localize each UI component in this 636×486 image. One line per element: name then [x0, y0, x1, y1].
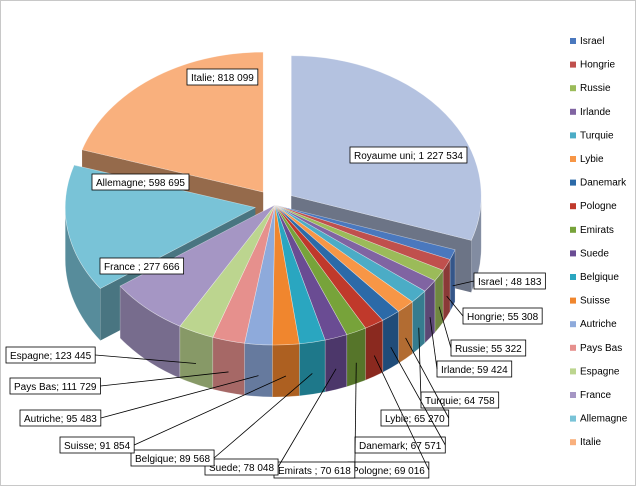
leader-line-irlande	[429, 317, 438, 370]
pie-slice-france	[119, 204, 276, 327]
pie-side-lybie	[398, 301, 413, 364]
data-label-danemark: Danemark; 67 571	[359, 441, 442, 452]
pie-side-suisse	[272, 343, 300, 398]
leader-line-suede	[277, 368, 337, 468]
legend-swatch-danemark	[570, 179, 576, 186]
leader-line-emirats	[354, 362, 357, 471]
legend-swatch-suisse	[570, 297, 576, 304]
data-label-suede: Suede; 78 048	[209, 463, 274, 474]
leader-line-espagne	[95, 354, 197, 364]
legend-label-russie: Russie	[580, 83, 611, 94]
leader-line-lybie	[405, 337, 450, 419]
leader-line-suisse	[134, 375, 287, 446]
data-label-box-royaume-uni	[349, 146, 468, 164]
data-label-belgique: Belgique; 89 568	[135, 454, 211, 465]
data-label-autriche: Autriche; 95 483	[24, 414, 97, 425]
legend-label-allemagne: Allemagne	[580, 414, 628, 425]
legend-swatch-russie	[570, 85, 576, 92]
data-labels: Royaume uni; 1 227 534 Israel ; 48 183 Hon…	[5, 68, 546, 479]
data-label-pologne: Pologne; 69 016	[352, 466, 425, 477]
legend-label-belgique: Belgique	[580, 272, 619, 283]
data-label-box-italie	[186, 68, 259, 86]
legend-swatch-espagne	[570, 368, 576, 375]
legend-label-turquie: Turquie	[580, 130, 614, 141]
leader-line-russie	[438, 306, 452, 349]
legend-label-pays-bas: Pays Bas	[580, 343, 622, 354]
leader-line-belgique	[213, 373, 313, 459]
data-label-espagne: Espagne; 123 445	[10, 351, 92, 362]
legend-label-irlande: Irlande	[580, 107, 611, 118]
legend-swatch-emirats	[570, 226, 576, 233]
legend-label-danemark: Danemark	[580, 178, 627, 189]
legend-swatch-lybie	[570, 156, 576, 162]
legend-swatch-belgique	[570, 274, 576, 280]
legend: Israel Hongrie Russie Irlande Turquie Lybie Da…	[570, 36, 628, 448]
data-label-box-france	[99, 257, 185, 275]
legend-label-autriche: Autriche	[580, 319, 617, 330]
legend-label-israel: Israel	[580, 36, 604, 47]
legend-label-france: France	[580, 390, 612, 401]
legend-swatch-pays-bas	[570, 344, 576, 351]
pie-tops	[64, 51, 482, 346]
pie-side-suede	[324, 334, 348, 393]
data-label-hongrie: Hongrie; 55 308	[467, 312, 539, 323]
legend-label-lybie: Lybie	[580, 154, 604, 165]
leader-line-autriche	[100, 375, 259, 419]
data-label-allemagne: Allemagne; 598 695	[96, 178, 185, 189]
data-label-france: France ; 277 666	[104, 262, 180, 273]
data-label-italie: Italie; 818 099	[191, 73, 254, 84]
legend-swatch-turquie	[570, 132, 576, 139]
legend-label-espagne: Espagne	[580, 366, 620, 377]
data-label-lybie: Lybie; 65 270	[385, 414, 445, 425]
pie-side-pologne	[365, 319, 384, 381]
pie-side-autriche	[244, 342, 273, 398]
legend-label-hongrie: Hongrie	[580, 60, 615, 71]
leader-line-hongrie	[446, 295, 464, 317]
data-label-box-allemagne	[91, 173, 190, 191]
legend-swatch-italie	[570, 439, 576, 446]
legend-label-emirats: Emirats	[580, 225, 614, 236]
pie-side-israel	[449, 249, 456, 313]
legend-swatch-irlande	[570, 108, 576, 115]
legend-swatch-israel	[570, 38, 576, 44]
data-label-emirats: Emirats ; 70 618	[278, 466, 351, 477]
legend-swatch-suede	[570, 250, 576, 257]
data-label-irlande: Irlande; 59 424	[441, 365, 508, 376]
legend-swatch-hongrie	[570, 61, 576, 68]
pie-side-belgique	[299, 339, 326, 397]
legend-swatch-pologne	[570, 203, 576, 210]
legend-label-suede: Suede	[580, 248, 609, 259]
pie-side-danemark	[382, 310, 399, 373]
leader-line-pays-bas	[100, 371, 229, 387]
data-label-royaume-uni: Royaume uni; 1 227 534	[354, 151, 463, 162]
legend-label-italie: Italie	[580, 437, 602, 448]
leader-line-pologne	[373, 355, 430, 471]
data-label-suisse: Suisse; 91 854	[64, 441, 131, 452]
leader-line-danemark	[390, 347, 446, 446]
leader-line-israel	[452, 280, 475, 287]
data-label-pays-bas: Pays Bas; 111 729	[14, 382, 97, 393]
legend-swatch-allemagne	[570, 415, 576, 422]
legend-swatch-france	[570, 392, 576, 398]
pie-slice-italie	[81, 51, 264, 193]
data-label-turquie: Turquie; 64 758	[425, 396, 495, 407]
data-label-russie: Russie; 55 322	[455, 344, 522, 355]
legend-label-suisse: Suisse	[580, 296, 610, 307]
legend-swatch-autriche	[570, 321, 576, 328]
data-label-israel: Israel ; 48 183	[478, 277, 542, 288]
legend-label-pologne: Pologne	[580, 201, 617, 212]
